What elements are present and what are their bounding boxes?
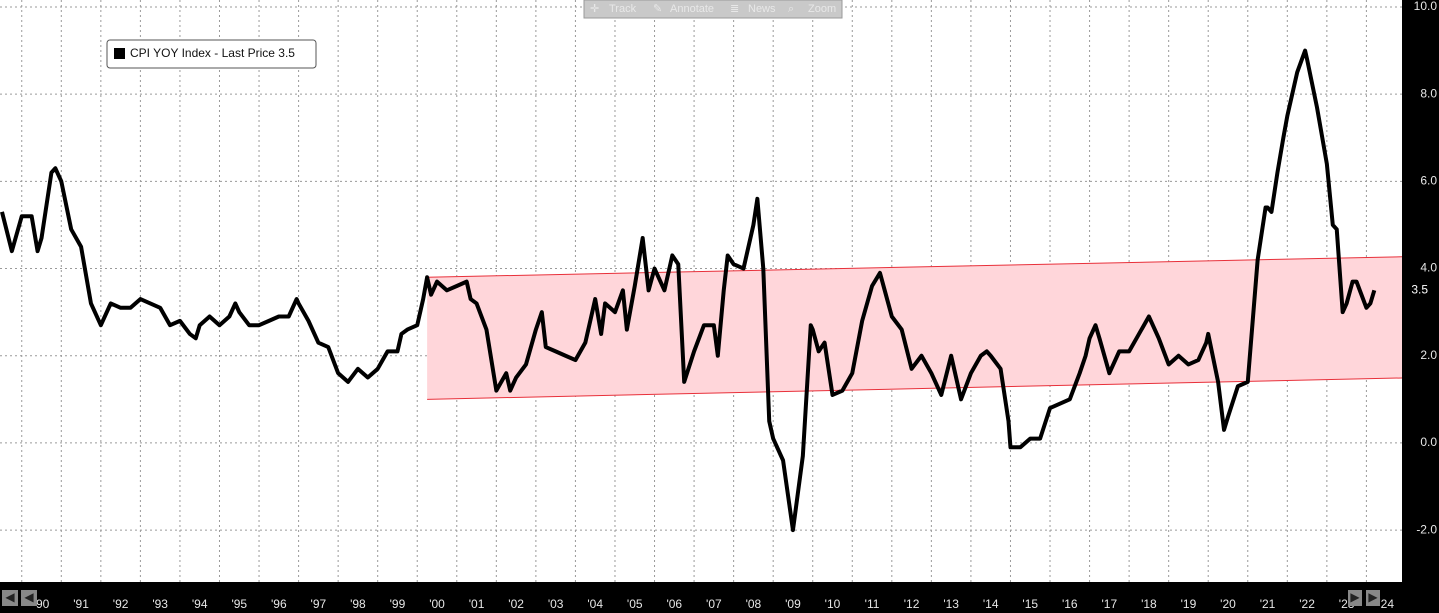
toolbar-bg bbox=[583, 0, 843, 19]
x-tick-label: '02 bbox=[508, 597, 524, 611]
toolbar-button[interactable]: News bbox=[748, 3, 776, 15]
x-tick-label: '94 bbox=[192, 597, 208, 611]
x-tick-label: '01 bbox=[469, 597, 485, 611]
x-tick-label: '10 bbox=[825, 597, 841, 611]
y-axis-strip bbox=[1402, 0, 1439, 613]
line-layer bbox=[0, 48, 1377, 533]
y-tick-label: 4.0 bbox=[1420, 261, 1437, 275]
scroll-arrow: ▶ bbox=[1350, 590, 1360, 604]
y-tick-label: 0.0 bbox=[1420, 435, 1437, 449]
channel-band bbox=[427, 256, 1403, 400]
x-tick-label: '04 bbox=[587, 597, 603, 611]
toolbar-button[interactable]: Zoom bbox=[808, 3, 836, 15]
scroll-buttons: ◀ ◀ ▶ ▶ bbox=[2, 590, 1380, 606]
scroll-forward-button[interactable] bbox=[1348, 590, 1362, 606]
legend-swatch bbox=[114, 48, 125, 59]
x-tick-label: '08 bbox=[746, 597, 762, 611]
x-tick-label: '03 bbox=[548, 597, 564, 611]
legend: CPI YOY Index - Last Price 3.5 bbox=[106, 39, 317, 69]
toolbar-button[interactable]: Track bbox=[609, 3, 637, 15]
x-tick-label: '09 bbox=[785, 597, 801, 611]
y-tick-label: 10.0 bbox=[1414, 0, 1438, 13]
scroll-end-button[interactable] bbox=[1366, 590, 1380, 606]
scroll-arrow: ▶ bbox=[1368, 590, 1378, 604]
y-tick-label: -2.0 bbox=[1416, 522, 1437, 536]
legend-label: CPI YOY Index - Last Price 3.5 bbox=[130, 46, 295, 60]
toolbar: ✛ Track ✎ Annotate ≣ News ⌕ Zoom bbox=[583, 0, 843, 19]
scroll-start-button[interactable] bbox=[2, 590, 18, 606]
x-tick-label: '98 bbox=[350, 597, 366, 611]
x-tick-label: '20 bbox=[1220, 597, 1236, 611]
last-price-label: 3.5 bbox=[1411, 283, 1428, 297]
x-tick-label: '24 bbox=[1378, 597, 1394, 611]
x-tick-label: '14 bbox=[983, 597, 999, 611]
x-tick-label: '99 bbox=[390, 597, 406, 611]
x-tick-label: '97 bbox=[311, 597, 327, 611]
band-layer bbox=[427, 256, 1403, 400]
x-tick-label: '16 bbox=[1062, 597, 1078, 611]
scroll-arrow: ◀ bbox=[5, 590, 15, 604]
legend-box bbox=[106, 39, 317, 69]
channel-upper bbox=[427, 256, 1403, 278]
x-tick-label: '11 bbox=[865, 597, 880, 611]
toolbar-button[interactable]: Annotate bbox=[670, 3, 714, 15]
x-tick-label: '95 bbox=[231, 597, 247, 611]
toolbar-icon: ≣ bbox=[730, 3, 739, 15]
x-tick-label: '90 bbox=[34, 597, 50, 611]
channel-lower bbox=[427, 377, 1403, 400]
line-series bbox=[0, 48, 1377, 533]
x-tick-label: '92 bbox=[113, 597, 129, 611]
x-tick-label: '05 bbox=[627, 597, 643, 611]
y-tick-label: 2.0 bbox=[1420, 348, 1437, 362]
toolbar-icon: ⌕ bbox=[788, 3, 794, 15]
x-tick-label: '13 bbox=[943, 597, 959, 611]
x-tick-label: '21 bbox=[1260, 597, 1276, 611]
x-tick-label: '17 bbox=[1102, 597, 1118, 611]
x-tick-label: '96 bbox=[271, 597, 287, 611]
scroll-arrow: ◀ bbox=[24, 590, 34, 604]
x-tick-label: '91 bbox=[73, 597, 89, 611]
x-tick-label: '00 bbox=[429, 597, 445, 611]
x-tick-label: '06 bbox=[666, 597, 682, 611]
x-tick-label: '19 bbox=[1181, 597, 1197, 611]
x-tick-label: '07 bbox=[706, 597, 722, 611]
scroll-back-button[interactable] bbox=[21, 590, 37, 606]
axis-layer: -2.0 0.0 2.0 4.0 6.0 8.0 10.0 '90 '91 '92 '93 '94 '9… bbox=[34, 0, 1438, 611]
toolbar-icon: ✎ bbox=[653, 3, 662, 15]
x-tick-label: '22 bbox=[1299, 597, 1315, 611]
y-tick-label: 6.0 bbox=[1420, 174, 1437, 188]
toolbar-icon: ✛ bbox=[590, 3, 599, 15]
x-tick-label: '93 bbox=[152, 597, 168, 611]
x-tick-label: '18 bbox=[1141, 597, 1157, 611]
x-tick-label: '12 bbox=[904, 597, 920, 611]
y-tick-label: 8.0 bbox=[1420, 86, 1437, 100]
x-tick-label: '15 bbox=[1022, 597, 1038, 611]
x-axis-strip bbox=[0, 582, 1439, 613]
